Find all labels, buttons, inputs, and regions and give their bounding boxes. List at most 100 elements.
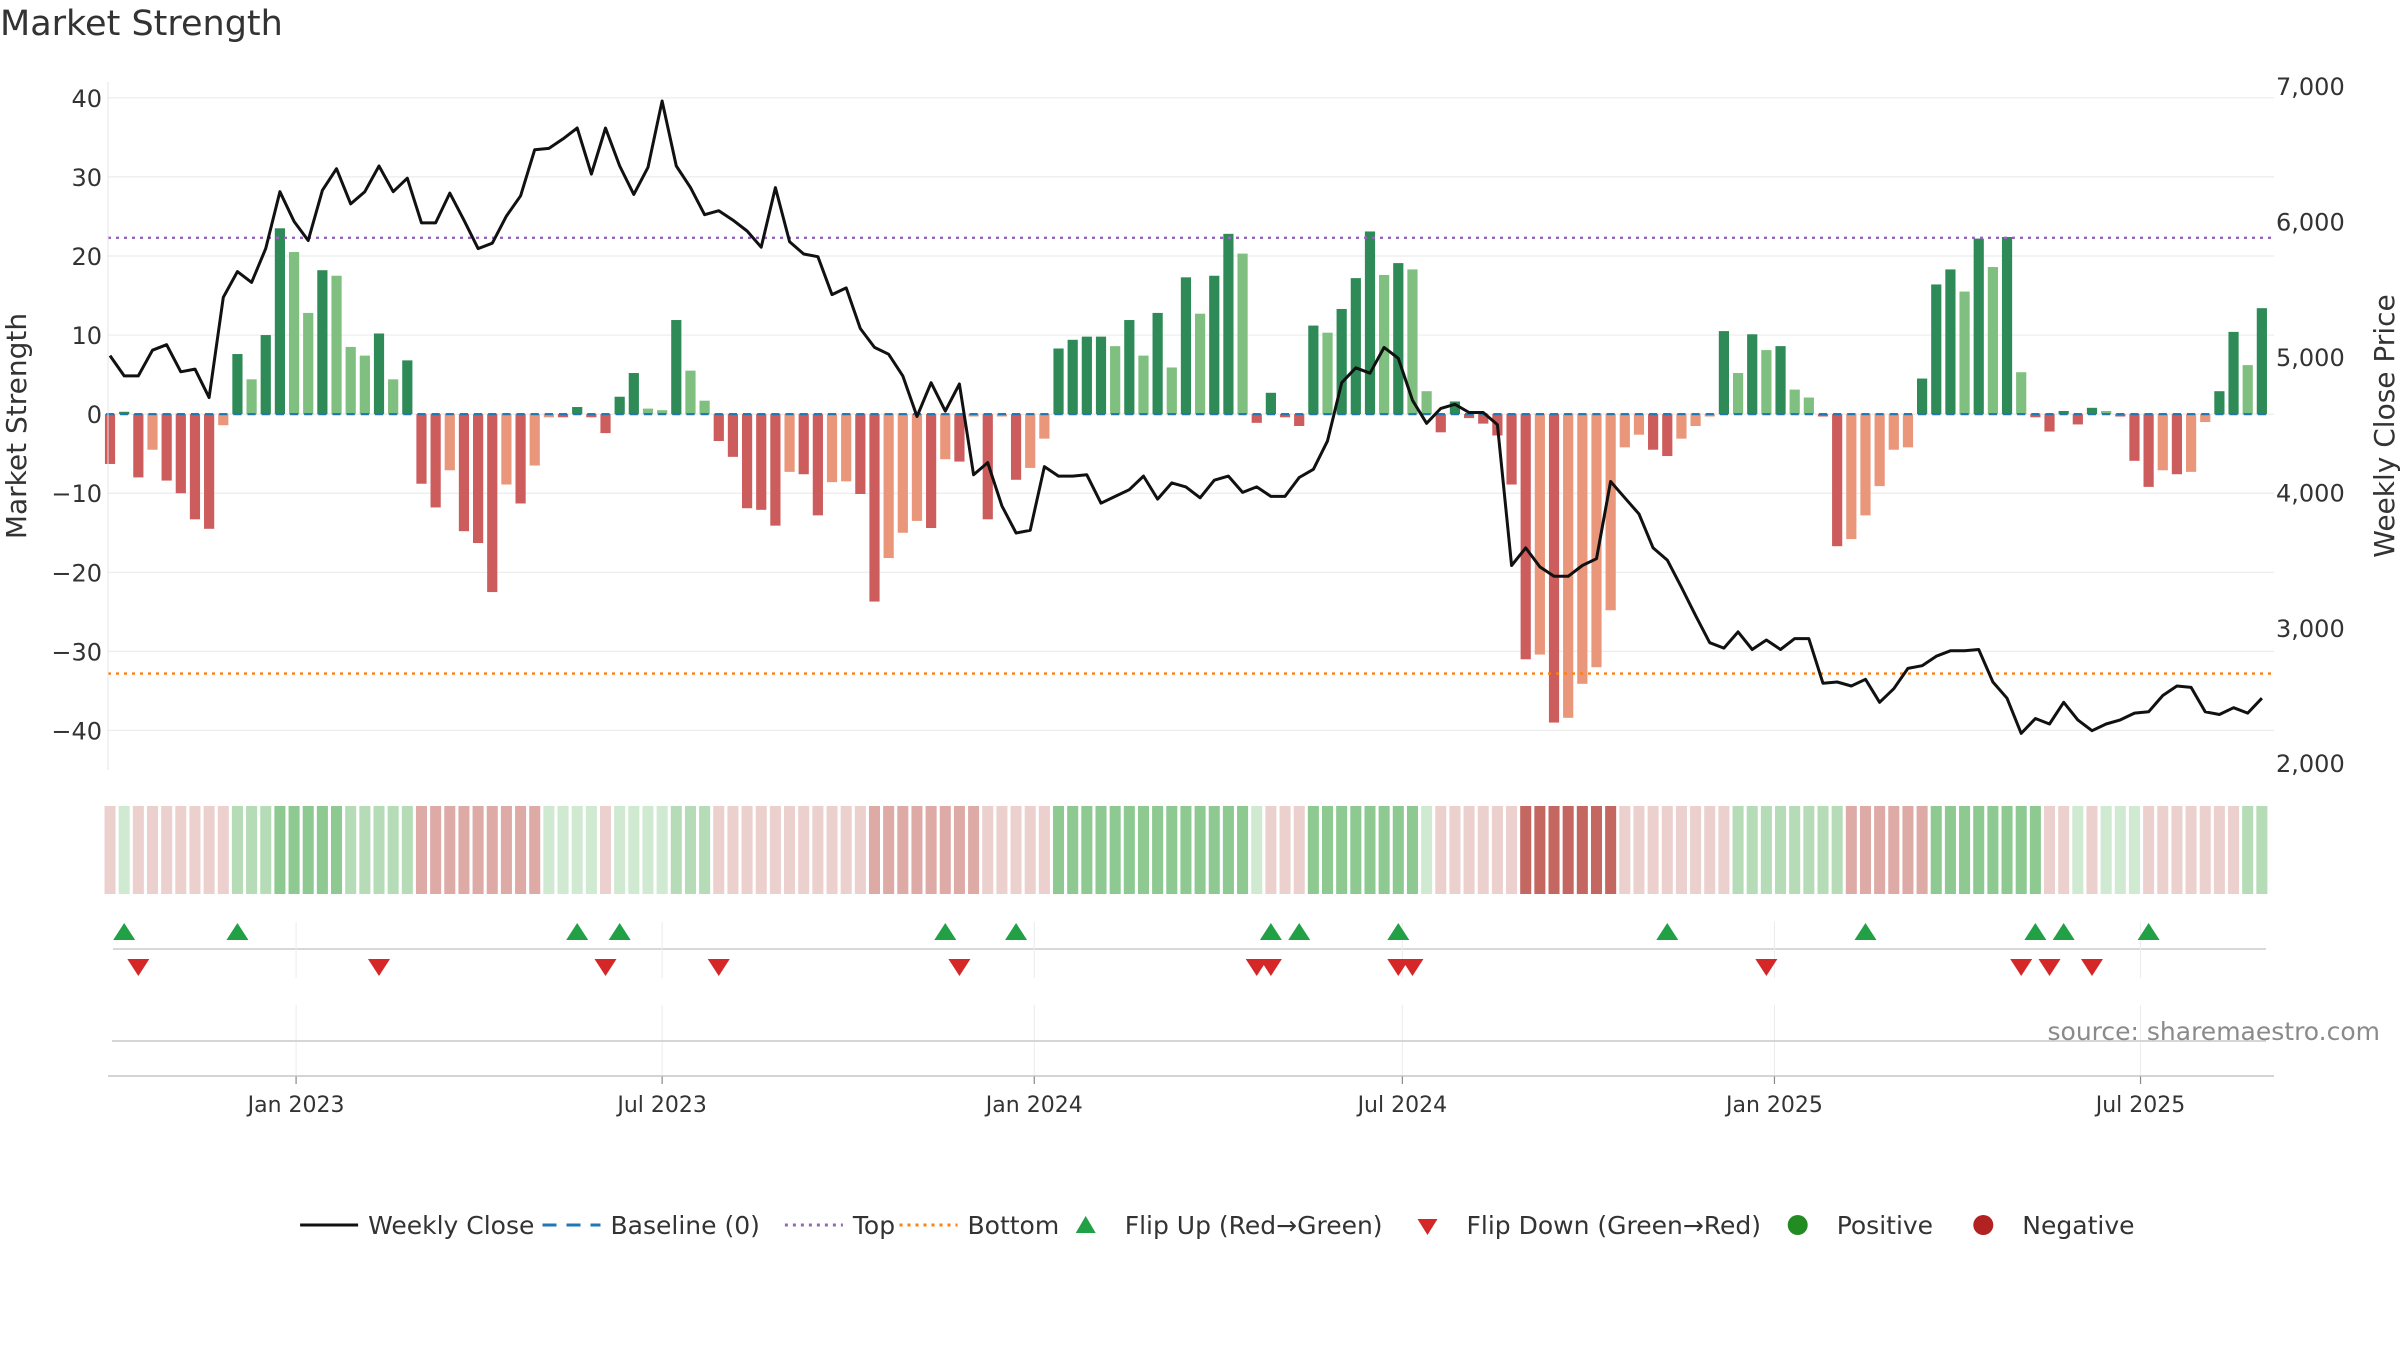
weekly-close-line bbox=[108, 99, 2263, 735]
state-cell bbox=[1392, 806, 1404, 894]
strength-bar bbox=[1336, 308, 1347, 415]
strength-bar bbox=[628, 373, 639, 415]
state-cell bbox=[316, 806, 328, 894]
strength-bar bbox=[373, 333, 385, 415]
state-cell bbox=[1378, 806, 1390, 894]
state-cell bbox=[840, 806, 852, 894]
strength-bar bbox=[303, 312, 314, 415]
state-cell bbox=[798, 806, 810, 894]
strength-bar bbox=[2157, 414, 2168, 471]
strength-bar bbox=[741, 414, 753, 509]
strength-bar bbox=[855, 414, 866, 495]
legend-label: Positive bbox=[1837, 1211, 1933, 1240]
state-cell bbox=[1038, 806, 1050, 894]
strength-bar bbox=[1322, 332, 1333, 415]
state-cell bbox=[2128, 806, 2140, 894]
strength-bar bbox=[586, 414, 597, 418]
state-cell bbox=[1435, 806, 1447, 894]
state-cell bbox=[302, 806, 314, 894]
state-cell bbox=[1859, 806, 1871, 894]
strength-bar bbox=[246, 379, 257, 415]
state-cell bbox=[500, 806, 512, 894]
strength-bar bbox=[1945, 269, 1956, 415]
state-cell bbox=[203, 806, 215, 894]
state-cell bbox=[515, 806, 527, 894]
lower-panel: Jan 2023 Jul 2023 Jan 2024 Jul 2024 Jan 2025… bbox=[108, 1005, 2380, 1118]
state-cell bbox=[458, 806, 470, 894]
state-cell bbox=[1959, 806, 1971, 894]
flip-down-marker bbox=[1755, 959, 1778, 976]
legend-label: Weekly Close bbox=[368, 1211, 534, 1240]
state-cell bbox=[2100, 806, 2112, 894]
strength-bar bbox=[1294, 414, 1305, 426]
state-cell bbox=[2171, 806, 2183, 894]
strength-bar bbox=[996, 414, 1008, 417]
state-cell bbox=[331, 806, 343, 894]
strength-bar bbox=[614, 396, 625, 415]
state-cell bbox=[1902, 806, 1914, 894]
flip-markers-panel bbox=[113, 922, 2266, 978]
strength-bar bbox=[1548, 414, 1560, 723]
legend-item: Weekly Close bbox=[300, 1211, 534, 1240]
y-right-tick-label: 6,000 bbox=[2276, 208, 2345, 236]
state-cell bbox=[1845, 806, 1857, 894]
legend-label: Top bbox=[852, 1211, 895, 1240]
strength-bar bbox=[274, 228, 286, 415]
state-cell bbox=[118, 806, 130, 894]
state-cell bbox=[1675, 806, 1687, 894]
state-cell bbox=[1987, 806, 1999, 894]
state-cell bbox=[2213, 806, 2225, 894]
strength-bar bbox=[161, 414, 172, 481]
strength-bar bbox=[1732, 373, 1744, 415]
flip-down-marker bbox=[1401, 959, 1424, 976]
strength-bar bbox=[727, 414, 739, 457]
strength-bar bbox=[473, 414, 484, 544]
reference-lines bbox=[105, 236, 2274, 675]
strength-bar bbox=[2086, 407, 2098, 415]
y-left-tick-label: 20 bbox=[71, 243, 102, 271]
legend-item: Top bbox=[784, 1211, 895, 1240]
chart-title: Market Strength bbox=[0, 4, 283, 44]
state-cell bbox=[217, 806, 229, 894]
state-cell bbox=[1180, 806, 1192, 894]
x-tick-label: Jan 2024 bbox=[984, 1093, 1083, 1118]
x-tick-label: Jul 2023 bbox=[615, 1093, 707, 1118]
state-cell bbox=[2015, 806, 2027, 894]
y-right-tick-label: 5,000 bbox=[2276, 344, 2345, 372]
strength-bar bbox=[1025, 414, 1036, 468]
state-cell bbox=[1364, 806, 1376, 894]
legend-label: Flip Up (Red→Green) bbox=[1125, 1211, 1383, 1240]
strength-bar bbox=[133, 414, 144, 478]
y-left-tick-label: −30 bbox=[51, 638, 102, 666]
state-cell bbox=[104, 806, 116, 894]
state-cell bbox=[1279, 806, 1291, 894]
flip-up-marker bbox=[1656, 923, 1679, 940]
state-cell bbox=[1690, 806, 1702, 894]
strength-bar bbox=[430, 414, 441, 508]
state-cell bbox=[1817, 806, 1829, 894]
state-cell bbox=[472, 806, 484, 894]
strength-bar bbox=[1053, 348, 1064, 415]
strength-bar bbox=[1846, 414, 1857, 540]
strength-bar bbox=[1435, 414, 1446, 433]
strength-bar bbox=[2016, 372, 2027, 415]
state-cell bbox=[146, 806, 159, 894]
flip-down-marker bbox=[948, 959, 971, 976]
y-left-tick-label: 0 bbox=[87, 401, 102, 429]
strength-bar bbox=[402, 360, 413, 415]
state-cell bbox=[897, 806, 909, 894]
strength-bar bbox=[798, 414, 809, 475]
state-cell bbox=[1619, 806, 1631, 894]
strength-bar bbox=[2242, 365, 2253, 415]
y-left-tick-label: −20 bbox=[51, 559, 102, 587]
strength-bar bbox=[1407, 269, 1418, 415]
strength-bar bbox=[1251, 414, 1262, 423]
flip-up-marker bbox=[1259, 923, 1282, 940]
strength-bar bbox=[2115, 414, 2126, 417]
y-left-tick-label: −40 bbox=[51, 717, 102, 745]
strength-bar bbox=[1775, 346, 1786, 415]
strength-bar bbox=[841, 414, 852, 482]
strength-bar bbox=[600, 414, 611, 434]
strength-bar bbox=[232, 354, 243, 415]
